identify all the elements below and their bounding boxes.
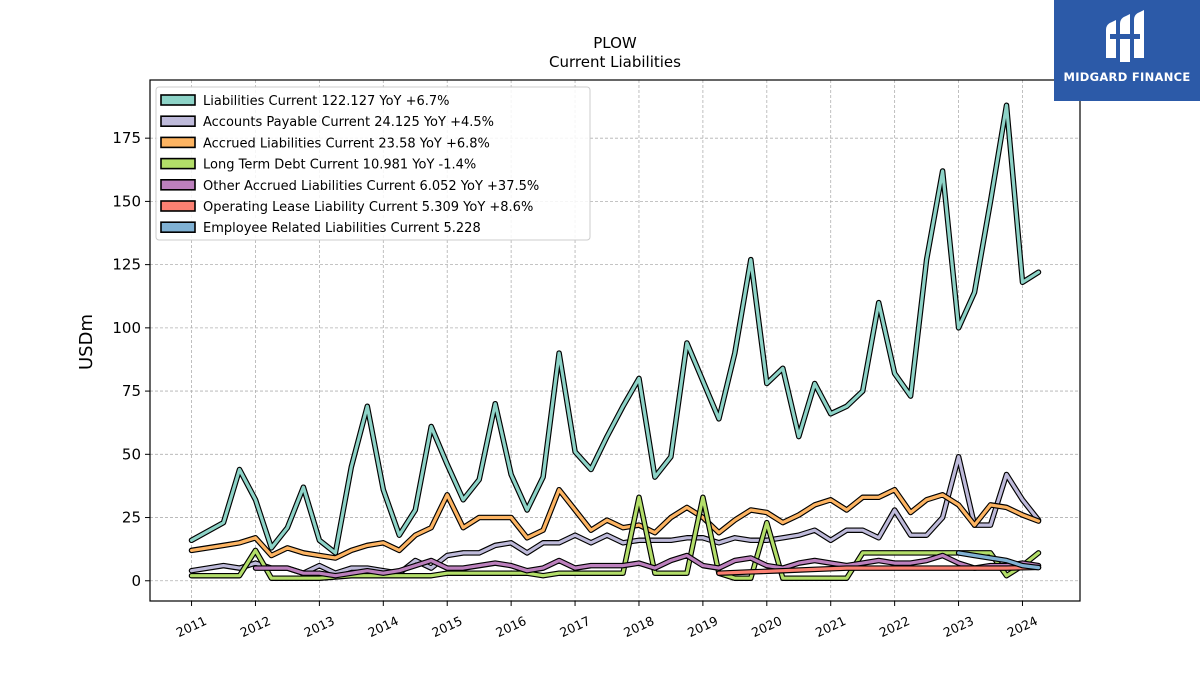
legend-swatch-2 bbox=[160, 136, 196, 149]
legend-label-4: Other Accrued Liabilities Current 6.052 … bbox=[203, 179, 539, 194]
chart-subtitle: Current Liabilities bbox=[549, 53, 681, 71]
y-tick-label: 100 bbox=[112, 319, 141, 337]
y-tick-label: 50 bbox=[122, 445, 141, 463]
series-line-4 bbox=[253, 553, 1041, 578]
y-tick-label: 0 bbox=[131, 572, 141, 590]
x-tick-label: 2024 bbox=[1005, 613, 1040, 640]
legend-swatch-1 bbox=[160, 115, 196, 127]
legend-label-1: Accounts Payable Current 24.125 YoY +4.5… bbox=[203, 115, 494, 130]
x-tick-label: 2016 bbox=[493, 613, 528, 640]
legend-swatch-6 bbox=[160, 221, 196, 233]
series-lines bbox=[188, 102, 1042, 581]
legend[interactable]: Liabilities Current 122.127 YoY +6.7% Acc… bbox=[155, 86, 591, 241]
y-tick-label: 175 bbox=[112, 129, 141, 147]
legend-label-2: Accrued Liabilities Current 23.58 YoY +6… bbox=[203, 136, 490, 151]
brand-name: MIDGARD FINANCE bbox=[1063, 70, 1191, 84]
y-axis: 0 25 50 75 100 125 150 175 bbox=[112, 129, 150, 590]
legend-label-0: Liabilities Current 122.127 YoY +6.7% bbox=[203, 94, 450, 109]
y-axis-label: USDm bbox=[76, 314, 97, 370]
x-tick-label: 2023 bbox=[941, 613, 976, 640]
legend-swatch-4 bbox=[160, 179, 196, 191]
series-line-2 bbox=[189, 488, 1041, 560]
x-tick-label: 2017 bbox=[557, 613, 592, 640]
x-tick-label: 2020 bbox=[749, 613, 784, 640]
x-tick-label: 2021 bbox=[813, 613, 848, 640]
series-line-6 bbox=[956, 551, 1041, 570]
x-tick-label: 2012 bbox=[238, 613, 273, 640]
x-tick-label: 2011 bbox=[174, 613, 209, 640]
plot-frame bbox=[149, 79, 1081, 602]
y-tick-label: 25 bbox=[122, 509, 141, 527]
legend-swatch-5 bbox=[160, 200, 196, 212]
series-line-0 bbox=[189, 103, 1041, 555]
brand-logo: MIDGARD FINANCE bbox=[1054, 0, 1200, 101]
x-tick-label: 2014 bbox=[366, 613, 401, 640]
legend-label-5: Operating Lease Liability Current 5.309 … bbox=[203, 200, 533, 215]
legend-swatch-3 bbox=[160, 157, 196, 170]
x-tick-label: 2019 bbox=[685, 613, 720, 640]
series-line-1 bbox=[189, 455, 1041, 575]
y-tick-label: 75 bbox=[122, 382, 141, 400]
series-line-5 bbox=[717, 565, 1041, 575]
x-axis: 2011 2012 2013 2014 2015 2016 2017 2018 2019 2020… bbox=[174, 601, 1040, 640]
x-tick-label: 2015 bbox=[429, 613, 464, 640]
chart-title: PLOW bbox=[593, 34, 637, 52]
x-tick-label: 2013 bbox=[302, 613, 337, 640]
series-line-3 bbox=[189, 495, 1041, 580]
legend-swatch-0 bbox=[160, 94, 196, 106]
brand-mark-icon bbox=[1106, 10, 1144, 62]
y-tick-label: 125 bbox=[112, 256, 141, 274]
legend-box bbox=[155, 86, 591, 241]
legend-label-6: Employee Related Liabilities Current 5.2… bbox=[203, 221, 481, 236]
x-tick-label: 2018 bbox=[621, 613, 656, 640]
x-tick-label: 2022 bbox=[877, 613, 912, 640]
y-tick-label: 150 bbox=[112, 192, 141, 210]
legend-label-3: Long Term Debt Current 10.981 YoY -1.4% bbox=[203, 158, 476, 173]
